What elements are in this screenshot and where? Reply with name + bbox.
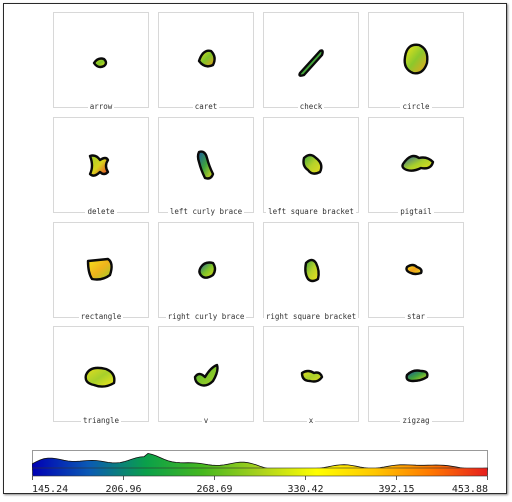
gesture-label-text: check xyxy=(297,102,325,111)
gesture-tile: right curly brace xyxy=(158,222,254,321)
gesture-glyph xyxy=(84,366,116,388)
gesture-glyph xyxy=(298,49,324,77)
gesture-label-text: pigtail xyxy=(398,207,434,216)
gesture-stroke xyxy=(298,49,324,77)
gesture-stroke xyxy=(302,153,323,175)
gesture-label: arrow xyxy=(44,102,158,111)
gesture-label-text: v xyxy=(201,416,211,425)
gesture-label: left square bracket xyxy=(254,207,368,216)
gesture-stroke xyxy=(193,363,219,387)
gesture-stroke xyxy=(197,49,216,68)
gesture-tile: pigtail xyxy=(368,117,464,216)
gesture-label: right square bracket xyxy=(254,312,368,321)
gesture-tile: delete xyxy=(53,117,149,216)
gesture-stroke xyxy=(88,154,110,177)
colorbar-tick-label: 206.96 xyxy=(105,484,141,495)
gesture-tile: circle xyxy=(368,12,464,111)
gesture-glyph xyxy=(405,263,423,276)
colorbar-strip xyxy=(32,467,488,477)
gesture-tile: star xyxy=(368,222,464,321)
gesture-glyph xyxy=(193,363,219,387)
gesture-label: circle xyxy=(359,102,473,111)
gesture-label: pigtail xyxy=(359,207,473,216)
gesture-tile: triangle xyxy=(53,326,149,425)
gesture-label: triangle xyxy=(44,416,158,425)
gesture-stroke xyxy=(405,369,429,383)
gesture-label-text: x xyxy=(306,416,316,425)
gesture-label: caret xyxy=(149,102,263,111)
gesture-stroke xyxy=(401,154,435,172)
colorbar-tick-label: 453.88 xyxy=(452,484,488,495)
gesture-stroke xyxy=(86,257,113,281)
gesture-label: left curly brace xyxy=(149,207,263,216)
gesture-label-text: delete xyxy=(85,207,117,216)
gesture-glyph xyxy=(403,43,429,75)
gesture-tile: left curly brace xyxy=(158,117,254,216)
gesture-glyph xyxy=(86,257,113,281)
gesture-glyph xyxy=(300,369,324,383)
gesture-glyph xyxy=(88,154,110,177)
colorbar-tick-label: 268.69 xyxy=(196,484,232,495)
gesture-stroke xyxy=(84,366,116,388)
colorbar-tick-label: 145.24 xyxy=(32,484,68,495)
gesture-glyph xyxy=(302,153,323,175)
gesture-label: right curly brace xyxy=(149,312,263,321)
gesture-label: x xyxy=(254,416,368,425)
gesture-label-text: triangle xyxy=(80,416,122,425)
gesture-label-text: right curly brace xyxy=(165,312,247,321)
gesture-label-text: left square bracket xyxy=(266,207,356,216)
gesture-figure: arrow caret check circle delete left curly br… xyxy=(3,3,507,495)
gesture-label-text: rectangle xyxy=(78,312,124,321)
gesture-glyph xyxy=(197,49,216,68)
gesture-stroke xyxy=(304,258,320,283)
gesture-tile: v xyxy=(158,326,254,425)
gesture-label: rectangle xyxy=(44,312,158,321)
gesture-stroke xyxy=(198,261,217,279)
colorbar-tick-label: 392.15 xyxy=(378,484,414,495)
gesture-glyph xyxy=(92,57,108,69)
gesture-label-text: right square bracket xyxy=(263,312,359,321)
gesture-tile: zigzag xyxy=(368,326,464,425)
colorbar-histogram xyxy=(32,452,488,471)
gesture-stroke xyxy=(300,369,324,383)
gesture-label: v xyxy=(149,416,263,425)
gesture-stroke xyxy=(92,57,108,69)
gesture-tile: right square bracket xyxy=(263,222,359,321)
gesture-label: check xyxy=(254,102,368,111)
gesture-glyph xyxy=(405,369,429,383)
gesture-label-text: arrow xyxy=(87,102,115,111)
gesture-glyph xyxy=(401,154,435,172)
gesture-tile: caret xyxy=(158,12,254,111)
gesture-label: star xyxy=(359,312,473,321)
gesture-glyph xyxy=(198,261,217,279)
gesture-label-text: circle xyxy=(400,102,432,111)
gesture-label: delete xyxy=(44,207,158,216)
gesture-tile: x xyxy=(263,326,359,425)
gesture-glyph xyxy=(196,150,215,180)
gesture-tile: left square bracket xyxy=(263,117,359,216)
gesture-label: zigzag xyxy=(359,416,473,425)
gesture-tile: arrow xyxy=(53,12,149,111)
colorbar-tick-label: 330.42 xyxy=(287,484,323,495)
gesture-stroke xyxy=(403,43,429,75)
colorbar: 145.24 206.96 268.69 330.42 392.15 453.88 xyxy=(32,450,488,495)
gesture-label-text: caret xyxy=(192,102,220,111)
gesture-stroke xyxy=(196,150,215,180)
gesture-glyph xyxy=(304,258,320,283)
gesture-label-text: left curly brace xyxy=(167,207,245,216)
gesture-tile: rectangle xyxy=(53,222,149,321)
gesture-tile: check xyxy=(263,12,359,111)
gesture-stroke xyxy=(405,263,423,276)
gesture-label-text: zigzag xyxy=(400,416,432,425)
gesture-label-text: star xyxy=(404,312,428,321)
